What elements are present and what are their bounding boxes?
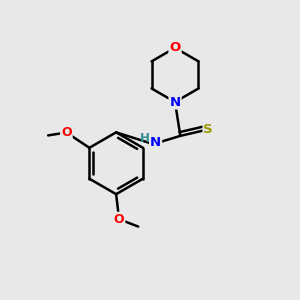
Text: S: S <box>203 123 213 136</box>
Text: O: O <box>61 126 72 139</box>
Text: H: H <box>140 132 149 145</box>
Text: O: O <box>114 213 124 226</box>
Text: N: N <box>150 136 161 149</box>
Text: N: N <box>169 95 181 109</box>
Text: O: O <box>169 41 181 54</box>
